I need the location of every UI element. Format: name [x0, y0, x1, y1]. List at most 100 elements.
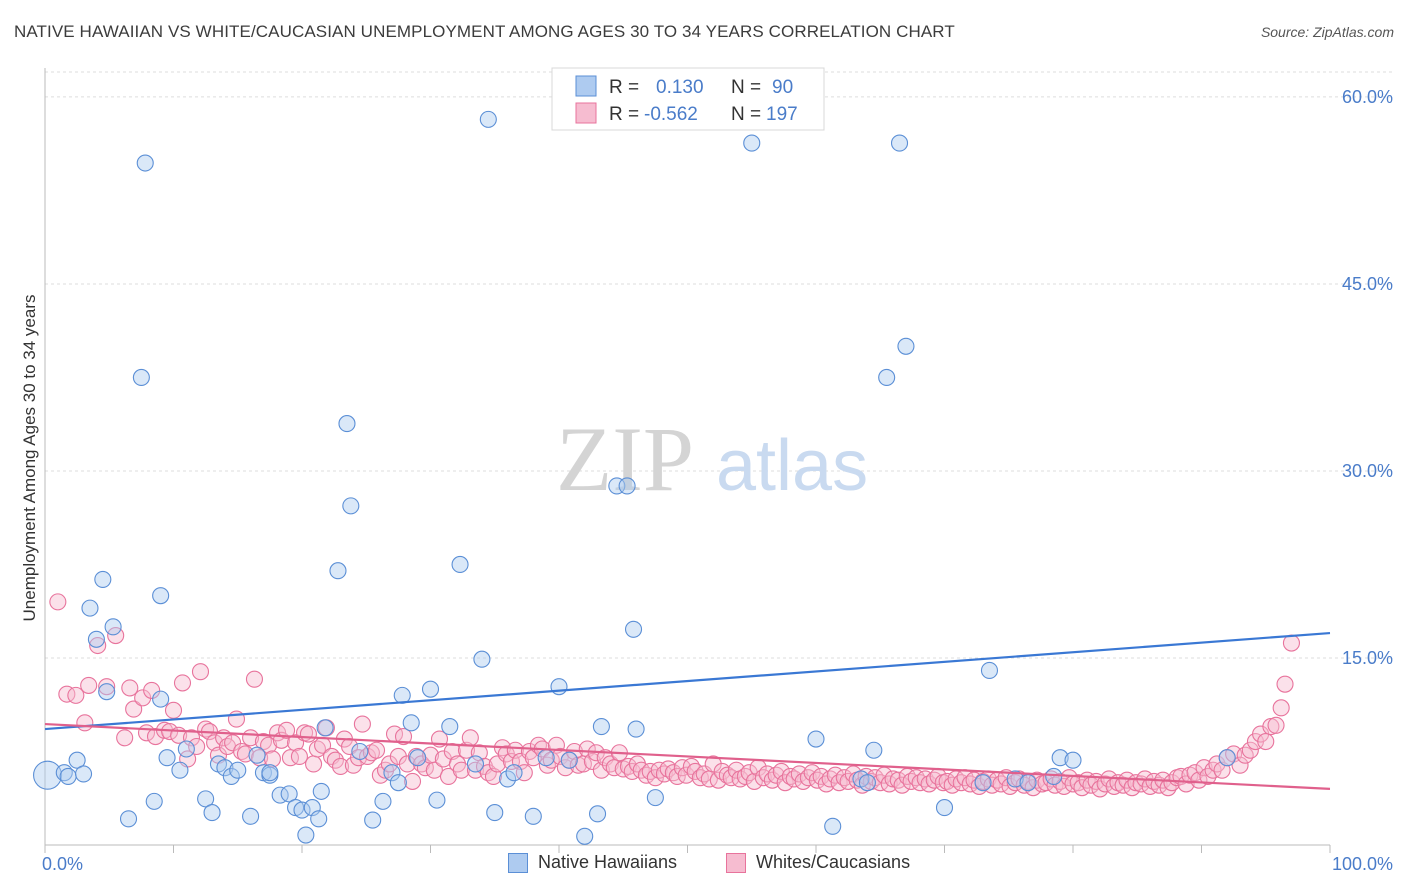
data-point: [624, 620, 643, 638]
data-point: [618, 477, 636, 495]
data-point: [349, 749, 368, 767]
data-point: [177, 740, 195, 758]
data-point: [451, 555, 469, 574]
data-point: [588, 805, 607, 823]
data-point: [87, 630, 105, 648]
data-point: [980, 661, 999, 680]
data-point: [310, 810, 328, 828]
data-point: [89, 636, 107, 655]
data-point: [94, 570, 112, 588]
legend-n-value: 90: [772, 77, 793, 98]
legend-box: [551, 67, 825, 131]
legend-n-label: N =: [731, 77, 761, 98]
data-point: [224, 734, 242, 752]
data-point: [627, 720, 645, 738]
data-point: [592, 718, 610, 736]
legend-r-label: R =: [609, 104, 639, 125]
legend-r-value: 0.130: [656, 77, 704, 98]
data-point: [81, 599, 99, 617]
data-point: [119, 810, 138, 828]
data-point: [479, 110, 497, 128]
data-point: [461, 729, 479, 747]
data-point: [394, 727, 413, 746]
trend-line: [44, 631, 1331, 731]
data-point: [297, 826, 315, 844]
data-point: [745, 772, 763, 790]
data-point: [421, 680, 440, 698]
data-point: [505, 764, 523, 782]
data-point: [1231, 756, 1249, 774]
data-point: [890, 134, 909, 152]
data-point: [164, 701, 183, 719]
data-point: [743, 134, 761, 152]
data-point: [271, 786, 289, 804]
data-point: [353, 715, 371, 733]
legend-swatch-native-hawaiians: [508, 852, 528, 873]
axes: [44, 68, 1331, 853]
legend-item-native-hawaiians: Native Hawaiians: [508, 852, 677, 873]
data-point: [364, 811, 382, 829]
data-point: [104, 618, 122, 636]
data-point: [807, 730, 825, 748]
data-point: [312, 782, 330, 800]
data-point: [583, 752, 601, 771]
data-point: [537, 749, 555, 767]
data-point: [216, 759, 234, 777]
legend-swatch-whites-caucasians: [726, 852, 746, 873]
y-tick-label: 60.0%: [1342, 87, 1393, 107]
data-point: [383, 764, 401, 782]
data-point: [305, 755, 323, 773]
tick-labels: 15.0% 30.0% 45.0% 60.0% 0.0% 100.0%: [42, 87, 1393, 874]
data-point: [125, 700, 143, 718]
data-point: [1272, 699, 1290, 717]
x-tick-label: 100.0%: [1332, 854, 1393, 874]
data-point: [58, 685, 76, 703]
data-point: [278, 721, 296, 739]
data-point: [1045, 767, 1063, 785]
data-point: [59, 767, 77, 785]
data-point: [261, 764, 279, 782]
source-label: Source: ZipAtlas.com: [1260, 24, 1394, 40]
data-point: [403, 772, 422, 790]
legend-label-native-hawaiians: Native Hawaiians: [538, 852, 678, 872]
y-tick-label: 30.0%: [1342, 461, 1393, 481]
data-point: [98, 678, 116, 696]
data-point: [143, 681, 161, 699]
data-point: [98, 683, 116, 701]
data-point: [68, 751, 86, 769]
legend-swatch-blue: [575, 75, 597, 97]
data-point: [605, 759, 623, 777]
data-point: [299, 725, 317, 743]
data-point: [121, 679, 139, 697]
x-tick-label: 0.0%: [42, 854, 83, 874]
data-point: [342, 497, 360, 515]
data-point: [281, 749, 299, 767]
data-point: [1051, 749, 1069, 767]
data-point: [824, 817, 842, 835]
data-point: [290, 747, 308, 766]
data-point: [402, 714, 420, 732]
data-point: [473, 650, 491, 668]
data-point: [173, 674, 192, 692]
legend-series: Native Hawaiians Whites/Caucasians: [0, 850, 1406, 880]
data-point: [452, 761, 470, 779]
data-point: [374, 792, 392, 810]
data-point: [830, 774, 848, 792]
data-point: [49, 593, 67, 611]
data-point: [331, 757, 350, 776]
data-point: [974, 774, 992, 792]
data-point: [646, 789, 664, 807]
y-axis-label: Unemployment Among Ages 30 to 34 years: [20, 295, 39, 622]
data-point: [502, 752, 521, 771]
data-point: [1218, 749, 1236, 767]
y-tick-label: 45.0%: [1342, 274, 1393, 294]
legend-r-value: -0.562: [644, 104, 698, 125]
data-point: [1006, 770, 1024, 788]
data-point: [1177, 775, 1195, 793]
data-point: [197, 790, 215, 808]
data-point: [632, 761, 650, 779]
data-point: [524, 807, 542, 825]
legend-correlation: R = 0.130 N = 90 R = -0.562 N = 197: [551, 67, 825, 131]
grid-lines: [45, 71, 1392, 659]
data-point: [1064, 751, 1082, 769]
